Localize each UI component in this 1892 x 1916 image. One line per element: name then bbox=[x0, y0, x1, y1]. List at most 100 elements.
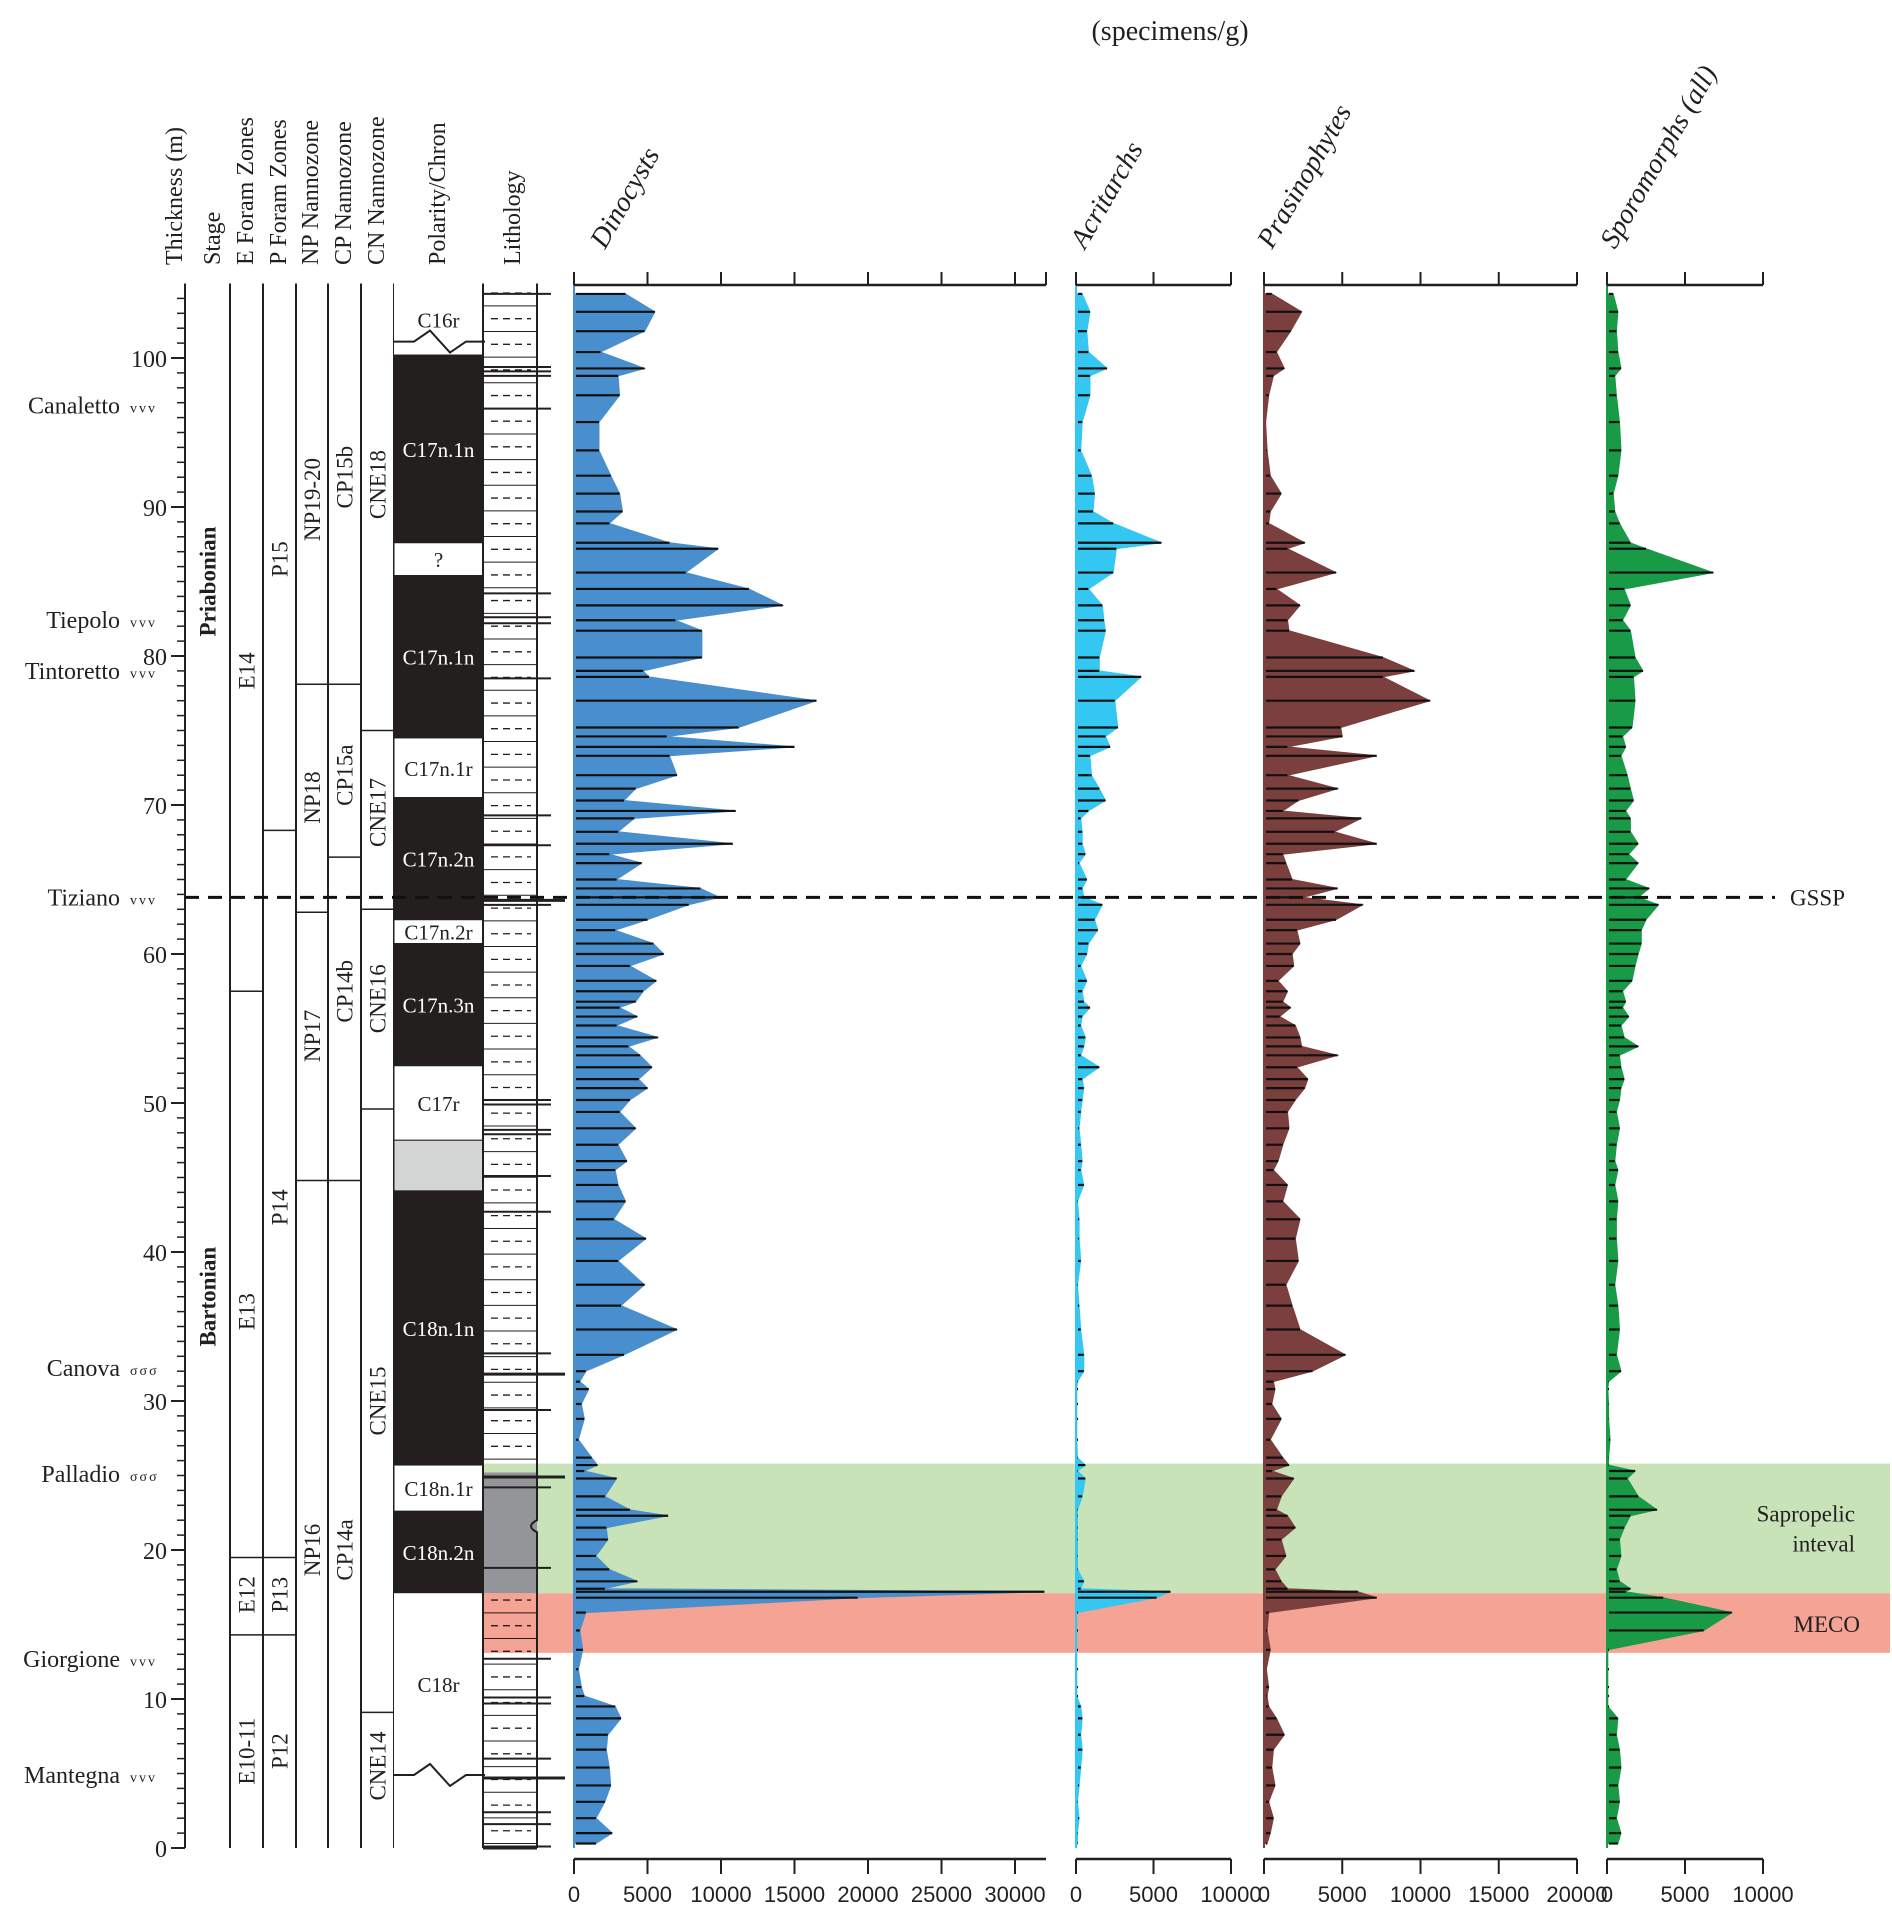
sapropel-fill bbox=[483, 1472, 537, 1594]
marker-bed-mantegna: Mantegna vvv bbox=[24, 1763, 157, 1789]
zone-label: P13 bbox=[268, 1577, 293, 1613]
chron-block bbox=[394, 1593, 483, 1848]
marker-bed-symbol: vvv bbox=[130, 402, 157, 417]
sapropelic-label-line2: inteval bbox=[1792, 1531, 1855, 1556]
marker-bed-tiziano: Tiziano vvv bbox=[48, 885, 157, 911]
marker-bed-symbol: vvv bbox=[130, 1655, 157, 1670]
zone-label: NP16 bbox=[300, 1524, 325, 1576]
x-tick-label: 15000 bbox=[1468, 1882, 1529, 1907]
marker-bed-name: Canaletto bbox=[28, 394, 120, 420]
polarity-column: C16r C17n.1n? C17n.1n C17n.1r C17n.2n C17n.2r… bbox=[393, 283, 485, 1848]
marker-bed-tintoretto: Tintoretto vvv bbox=[25, 659, 157, 685]
chron-label: C18n.1n bbox=[403, 1317, 475, 1341]
marker-bed-symbol: σσσ bbox=[130, 1364, 159, 1379]
x-tick-label: 15000 bbox=[764, 1882, 825, 1907]
column-header-lithology: Lithology bbox=[500, 170, 526, 265]
zone-label: CNE15 bbox=[366, 1367, 391, 1436]
chron-label: C17r bbox=[418, 1092, 460, 1116]
marker-bed-symbol: vvv bbox=[130, 1771, 157, 1786]
thickness-axis: 0 10 20 30 40 50 60 70 80 90 100 bbox=[131, 283, 186, 1863]
marker-bed-name: Canova bbox=[47, 1356, 121, 1382]
x-tick-label: 30000 bbox=[984, 1882, 1045, 1907]
marker-bed-symbol: vvv bbox=[130, 667, 157, 682]
y-tick-label: 0 bbox=[155, 1837, 167, 1863]
x-tick-label: 0 bbox=[1258, 1882, 1270, 1907]
y-tick-label: 100 bbox=[131, 347, 167, 373]
y-tick-label: 60 bbox=[143, 943, 167, 969]
zone-label: CP14a bbox=[333, 1519, 358, 1580]
column-header-np-nannozone: NP Nannozone bbox=[298, 120, 324, 265]
column-header-thickness-m: Thickness (m) bbox=[162, 127, 188, 265]
meco-fill bbox=[483, 1593, 537, 1653]
marker-bed-name: Tintoretto bbox=[25, 659, 120, 685]
zone-label: Bartonian bbox=[196, 1247, 221, 1347]
chron-block bbox=[393, 354, 484, 544]
x-tick-label: 5000 bbox=[1129, 1882, 1178, 1907]
series-header: Dinocysts bbox=[584, 142, 667, 254]
zone-label: NP19-20 bbox=[300, 458, 325, 541]
chron-label: C17n.1n bbox=[403, 646, 475, 670]
zone-label: P12 bbox=[268, 1733, 293, 1769]
y-tick-label: 70 bbox=[143, 794, 167, 820]
zone-label: Priabonian bbox=[196, 526, 221, 636]
column-header-e-foram-zones: E Foram Zones bbox=[233, 117, 259, 265]
x-tick-label: 25000 bbox=[911, 1882, 972, 1907]
panel-prasinophytes: 0 5000 10000 15000 20000 bbox=[1258, 272, 1608, 1907]
chron-block bbox=[393, 1139, 484, 1192]
zone-label: E13 bbox=[235, 1293, 260, 1330]
sapropelic-label-line1: Sapropelic bbox=[1757, 1502, 1855, 1527]
panel-acritarchs: 0 5000 10000 bbox=[1070, 272, 1262, 1907]
x-tick-label: 0 bbox=[568, 1882, 580, 1907]
chron-block bbox=[393, 797, 484, 921]
data-panels: 0 5000 10000 15000 20000 25000 30000 0 5000 10000… bbox=[568, 272, 1794, 1907]
x-tick-label: 10000 bbox=[1200, 1882, 1261, 1907]
chron-label: C16r bbox=[418, 308, 460, 332]
chron-block bbox=[394, 283, 483, 356]
series-header: Acritarchs bbox=[1063, 136, 1149, 255]
marker-bed-name: Giorgione bbox=[23, 1647, 120, 1673]
band-sapropelic bbox=[483, 1463, 1890, 1594]
x-tick-label: 10000 bbox=[690, 1882, 751, 1907]
marker-bed-tiepolo: Tiepolo vvv bbox=[46, 608, 155, 634]
y-tick-label: 50 bbox=[143, 1092, 167, 1118]
marker-bed-symbol: vvv bbox=[130, 893, 157, 908]
series-headers: Dinocysts Acritarchs Prasinophytes Sporomor… bbox=[584, 60, 1724, 255]
marker-bed-name: Mantegna bbox=[24, 1763, 120, 1789]
column-header-cn-nannozone: CN Nannozone bbox=[364, 116, 390, 265]
series-header: Sporomorphs (all) bbox=[1594, 60, 1723, 253]
chron-label: C17n.1r bbox=[404, 757, 472, 781]
x-tick-label: 0 bbox=[1070, 1882, 1082, 1907]
chron-label: C18n.1r bbox=[404, 1477, 472, 1501]
hiatus-zigzag bbox=[394, 1762, 485, 1788]
gssp-line: GSSP bbox=[185, 885, 1845, 910]
marker-bed-name: Tiepolo bbox=[46, 608, 120, 634]
x-tick-label: 10000 bbox=[1390, 1882, 1451, 1907]
chron-label: C17n.2r bbox=[404, 921, 472, 945]
y-tick-label: 30 bbox=[143, 1390, 167, 1416]
column-header-stage: Stage bbox=[200, 212, 226, 265]
column-header-cp-nannozone: CP Nannozone bbox=[331, 121, 357, 265]
column-headers: Thickness (m) Stage E Foram Zones P Foram Z… bbox=[162, 116, 526, 265]
chron-label: C17n.3n bbox=[403, 994, 475, 1018]
lithology-right-edge bbox=[529, 283, 538, 1848]
chron-label: C17n.2n bbox=[403, 848, 475, 872]
panel-sporomorphs-all: 0 5000 10000 bbox=[1601, 272, 1794, 1907]
zone-label: CP14b bbox=[333, 960, 358, 1023]
y-tick-label: 90 bbox=[143, 496, 167, 522]
y-tick-label: 80 bbox=[143, 645, 167, 671]
marker-bed-name: Tiziano bbox=[48, 885, 120, 911]
x-tick-label: 5000 bbox=[1318, 1882, 1367, 1907]
hiatus-zigzag bbox=[394, 329, 485, 354]
zone-label: E12 bbox=[235, 1576, 260, 1613]
x-tick-label: 20000 bbox=[837, 1882, 898, 1907]
chron-label: ? bbox=[434, 548, 443, 572]
column-header-polarity-chron: Polarity/Chron bbox=[425, 122, 451, 265]
zone-label: CNE14 bbox=[366, 1731, 391, 1801]
zone-label: CP15a bbox=[333, 745, 358, 806]
marker-bed-giorgione: Giorgione vvv bbox=[23, 1647, 157, 1673]
zone-label: P15 bbox=[268, 541, 293, 577]
meco-label: MECO bbox=[1794, 1612, 1860, 1637]
series-area bbox=[1606, 293, 1734, 1845]
